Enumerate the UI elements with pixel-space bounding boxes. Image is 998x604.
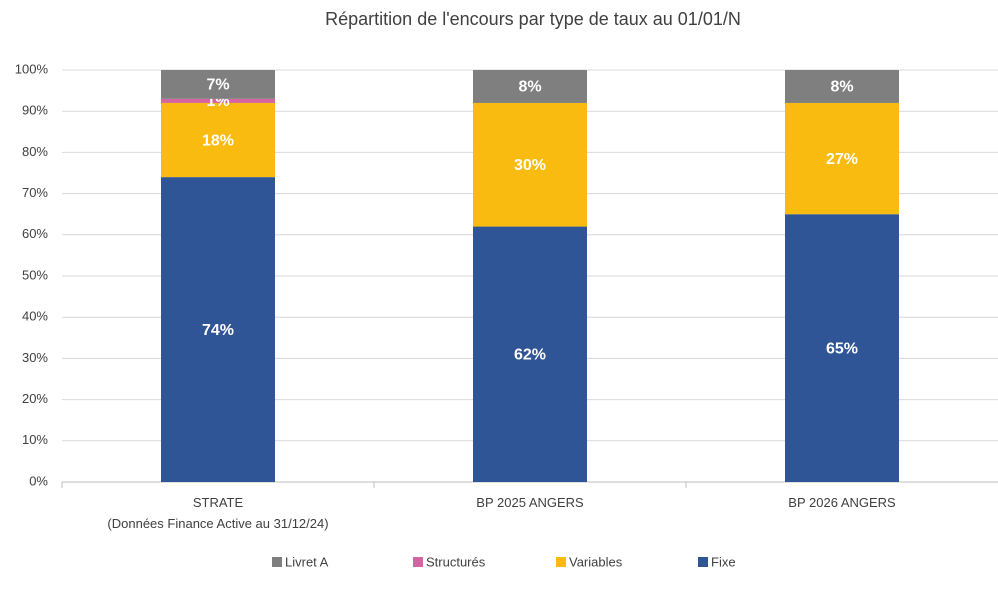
data-label: 18%	[202, 132, 234, 149]
data-label: 30%	[514, 157, 546, 174]
bar-segment	[161, 102, 275, 178]
y-tick-label: 70%	[22, 185, 48, 200]
data-label: 8%	[518, 79, 541, 96]
bar-segment	[785, 70, 899, 103]
x-tick-label: BP 2025 ANGERS	[476, 495, 584, 510]
chart-title: Répartition de l'encours par type de tau…	[325, 9, 741, 29]
legend-label: Fixe	[711, 554, 736, 569]
y-tick-label: 60%	[22, 226, 48, 241]
x-tick-label: STRATE (Données Finance Active au 31/12/2…	[107, 495, 328, 531]
bar-segment	[161, 177, 275, 482]
y-tick-label: 80%	[22, 144, 48, 159]
y-tick-label: 20%	[22, 391, 48, 406]
data-label: 7%	[206, 77, 229, 94]
data-label: 65%	[826, 340, 858, 357]
data-label: 8%	[830, 79, 853, 96]
y-tick-label: 30%	[22, 350, 48, 365]
bar-segment	[785, 102, 899, 215]
bar-segment	[473, 70, 587, 103]
legend-label: Structurés	[426, 554, 486, 569]
bar-segment	[785, 214, 899, 482]
legend-swatch	[698, 557, 708, 567]
y-tick-label: 50%	[22, 267, 48, 282]
bar-segment	[161, 70, 275, 99]
legend-label: Livret A	[285, 554, 329, 569]
data-label: 27%	[826, 151, 858, 168]
legend-swatch	[556, 557, 566, 567]
data-label: 62%	[514, 346, 546, 363]
legend-label: Variables	[569, 554, 623, 569]
y-tick-label: 100%	[15, 61, 49, 76]
y-tick-label: 90%	[22, 103, 48, 118]
legend-swatch	[272, 557, 282, 567]
x-tick-label: BP 2026 ANGERS	[788, 495, 896, 510]
y-tick-label: 0%	[29, 473, 48, 488]
legend-swatch	[413, 557, 423, 567]
y-tick-label: 40%	[22, 309, 48, 324]
bar-segment	[473, 102, 587, 227]
data-label: 74%	[202, 322, 234, 339]
bar-segment	[473, 226, 587, 482]
y-tick-label: 10%	[22, 432, 48, 447]
bar-segment	[161, 98, 275, 103]
